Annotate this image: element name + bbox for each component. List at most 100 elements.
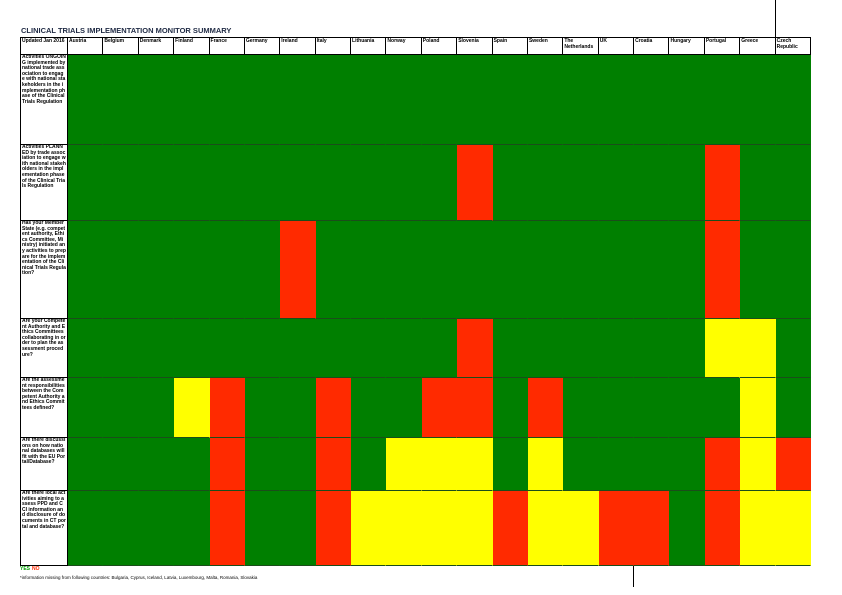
column-header: Czech Republic xyxy=(775,38,811,55)
status-cell xyxy=(492,319,528,378)
status-cell xyxy=(103,319,139,378)
status-cell xyxy=(280,491,316,566)
status-cell xyxy=(634,491,670,566)
status-cell xyxy=(315,438,352,491)
column-header: Belgium xyxy=(103,38,139,55)
status-cell xyxy=(138,378,175,438)
status-cell xyxy=(315,221,352,319)
status-cell xyxy=(386,319,422,378)
status-cell xyxy=(280,55,316,145)
column-header: Slovenia xyxy=(457,38,493,55)
status-cell xyxy=(209,55,245,145)
status-cell xyxy=(634,319,670,378)
status-cell xyxy=(174,145,210,221)
status-cell xyxy=(386,221,422,319)
status-cell xyxy=(775,319,811,378)
status-cell xyxy=(68,378,104,438)
status-cell xyxy=(669,438,705,491)
status-cell xyxy=(669,491,705,566)
status-cell xyxy=(598,378,635,438)
status-cell xyxy=(492,55,528,145)
status-cell xyxy=(563,438,599,491)
status-cell xyxy=(244,491,281,566)
status-cell xyxy=(209,491,245,566)
status-cell xyxy=(351,55,387,145)
status-cell xyxy=(421,378,458,438)
column-header: France xyxy=(209,38,245,55)
status-cell xyxy=(740,145,776,221)
status-cell xyxy=(315,378,352,438)
status-cell xyxy=(68,438,104,491)
status-cell xyxy=(492,438,528,491)
status-cell xyxy=(351,378,387,438)
status-cell xyxy=(669,145,705,221)
status-cell xyxy=(740,55,776,145)
status-cell xyxy=(704,378,741,438)
status-cell xyxy=(174,55,210,145)
status-cell xyxy=(103,145,139,221)
legend: YES NO xyxy=(20,566,42,572)
status-cell xyxy=(138,55,175,145)
column-header: Italy xyxy=(315,38,352,55)
status-cell xyxy=(563,319,599,378)
column-header: Poland xyxy=(421,38,458,55)
status-cell xyxy=(386,55,422,145)
column-header: Croatia xyxy=(634,38,670,55)
status-cell xyxy=(280,378,316,438)
column-header: Denmark xyxy=(138,38,175,55)
status-cell xyxy=(669,319,705,378)
status-cell xyxy=(775,145,811,221)
divider xyxy=(775,0,776,37)
status-cell xyxy=(704,491,741,566)
status-cell xyxy=(598,319,635,378)
column-header: Sweden xyxy=(527,38,564,55)
status-cell xyxy=(280,438,316,491)
status-cell xyxy=(103,491,139,566)
status-cell xyxy=(775,438,811,491)
status-cell xyxy=(209,145,245,221)
status-cell xyxy=(386,438,422,491)
status-cell xyxy=(598,438,635,491)
status-cell xyxy=(634,378,670,438)
footnote: *information missing from following coun… xyxy=(20,575,258,580)
column-header: Ireland xyxy=(280,38,316,55)
question: Are your Competent Authority and Ethics … xyxy=(21,319,68,378)
status-cell xyxy=(527,491,564,566)
status-cell xyxy=(457,145,493,221)
column-header: Portugal xyxy=(704,38,741,55)
status-cell xyxy=(68,145,104,221)
status-cell xyxy=(315,491,352,566)
status-cell xyxy=(457,438,493,491)
status-cell xyxy=(527,319,564,378)
column-header: Lithuania xyxy=(351,38,387,55)
status-cell xyxy=(527,145,564,221)
status-cell xyxy=(103,55,139,145)
status-cell xyxy=(103,221,139,319)
status-cell xyxy=(280,221,316,319)
status-cell xyxy=(174,221,210,319)
status-cell xyxy=(244,319,281,378)
status-cell xyxy=(174,491,210,566)
status-cell xyxy=(563,145,599,221)
status-cell xyxy=(598,221,635,319)
status-cell xyxy=(138,319,175,378)
status-cell xyxy=(68,319,104,378)
status-cell xyxy=(68,55,104,145)
status-cell xyxy=(421,438,458,491)
status-cell xyxy=(704,55,741,145)
status-cell xyxy=(598,491,635,566)
legend-entry: NO xyxy=(32,566,40,572)
status-cell xyxy=(527,55,564,145)
status-cell xyxy=(315,55,352,145)
status-cell xyxy=(421,221,458,319)
status-cell xyxy=(315,319,352,378)
status-cell xyxy=(209,221,245,319)
status-cell xyxy=(421,319,458,378)
status-cell xyxy=(280,145,316,221)
status-cell xyxy=(704,319,741,378)
status-cell xyxy=(351,221,387,319)
status-cell xyxy=(138,221,175,319)
status-cell xyxy=(138,491,175,566)
status-cell xyxy=(351,145,387,221)
